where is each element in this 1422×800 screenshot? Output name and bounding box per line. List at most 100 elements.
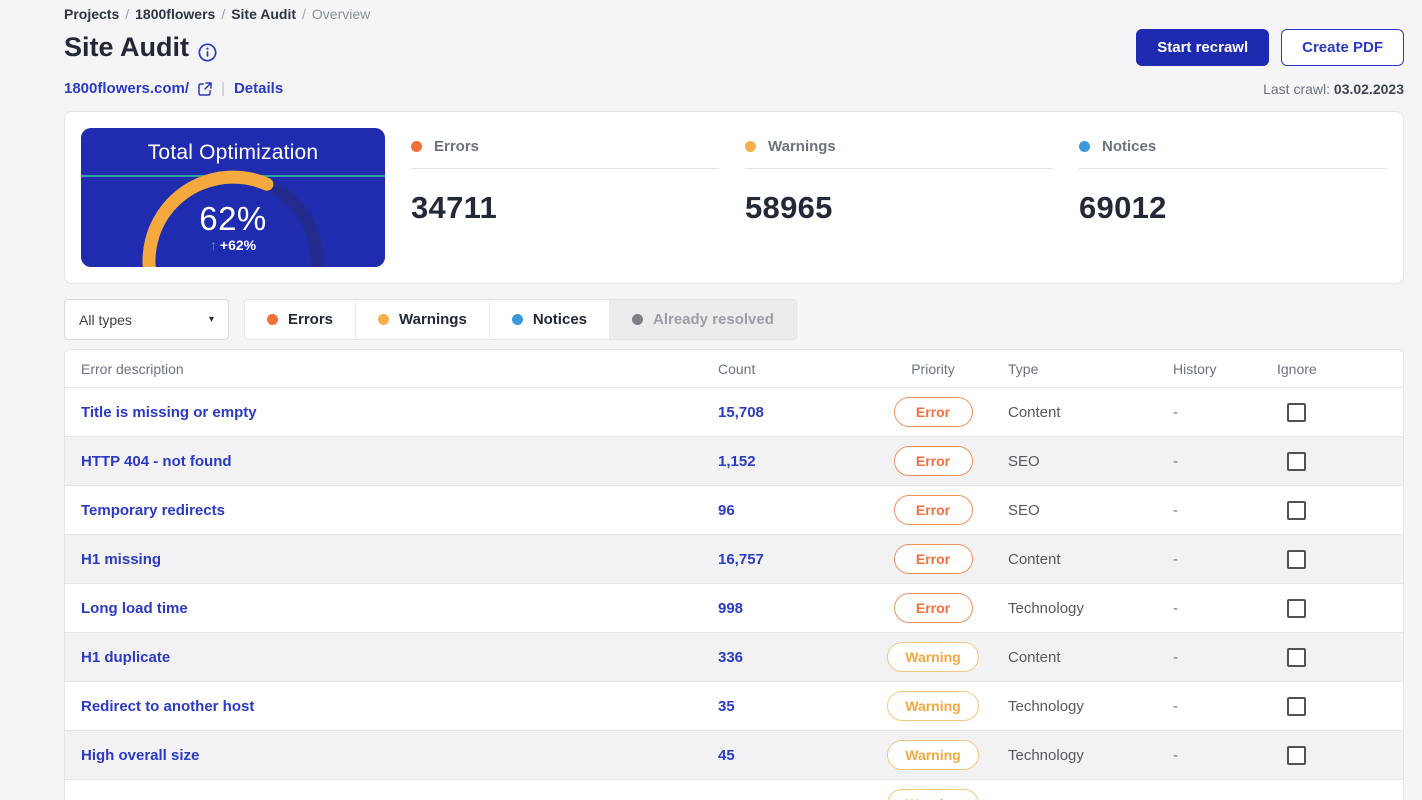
stat-errors: Errors 34711 (411, 128, 719, 267)
count-link[interactable]: 1,152 (718, 452, 756, 470)
count-link[interactable]: 998 (718, 599, 744, 617)
toggle-label: Warnings (399, 311, 467, 328)
external-link-icon[interactable] (198, 81, 212, 96)
domain-link[interactable]: 1800flowers.com/ (64, 80, 190, 97)
count-link[interactable]: 15,708 (718, 403, 764, 421)
type-cell: SEO (1008, 501, 1040, 519)
divider (411, 168, 719, 169)
priority-badge: Error (893, 397, 973, 427)
gauge-arc (142, 170, 324, 267)
info-icon[interactable] (198, 38, 217, 62)
ignore-checkbox[interactable] (1287, 598, 1306, 618)
breadcrumb-link-project[interactable]: 1800flowers (135, 6, 216, 22)
table-row: Temporary redirects 96 Error SEO - (65, 486, 1403, 535)
type-cell: Content (1008, 403, 1061, 421)
history-cell: - (1173, 501, 1178, 519)
column-header-ignore[interactable]: Ignore (1277, 360, 1317, 377)
toggle-label: Already resolved (653, 311, 774, 328)
ignore-checkbox[interactable] (1287, 647, 1306, 667)
type-cell: Technology (1008, 697, 1084, 715)
stat-value: 34711 (411, 190, 497, 225)
details-link[interactable]: Details (233, 80, 284, 97)
stat-warnings: Warnings 58965 (745, 128, 1053, 267)
column-header-error-description[interactable]: Error description (81, 360, 184, 377)
column-header-count[interactable]: Count (718, 360, 756, 377)
ignore-checkbox[interactable] (1287, 745, 1306, 765)
type-filter-value: All types (79, 311, 132, 328)
error-description-link[interactable]: H1 missing (81, 550, 162, 568)
page-title-text: Site Audit (64, 32, 189, 62)
priority-badge: Error (893, 593, 973, 623)
divider (745, 168, 1053, 169)
issues-table: Error description Count Priority Type Hi… (64, 349, 1404, 800)
priority-badge: Error (893, 446, 973, 476)
type-filter-dropdown[interactable]: All types ▾ (64, 299, 229, 340)
error-description-link[interactable]: HTTP 404 - not found (81, 452, 232, 470)
column-header-priority[interactable]: Priority (911, 360, 955, 377)
gauge-delta: ↑ +62% (81, 237, 385, 253)
last-crawl-label: Last crawl: (1263, 80, 1331, 97)
table-row: Long load time 998 Error Technology - (65, 584, 1403, 633)
priority-badge: Error (893, 495, 973, 525)
error-description-link[interactable]: Title is missing or empty (81, 403, 257, 421)
page-title: Site Audit (64, 32, 217, 63)
gauge-value: 62% (199, 200, 267, 237)
breadcrumb-current: Overview (311, 6, 371, 22)
error-description-link[interactable]: Redirect to another host (81, 697, 255, 715)
last-crawl: Last crawl: 03.02.2023 (1263, 81, 1404, 97)
history-cell: - (1173, 550, 1178, 568)
stat-label: Notices (1102, 138, 1157, 155)
gauge-delta-value: +62% (219, 237, 257, 253)
ignore-checkbox[interactable] (1287, 549, 1306, 569)
toggle-notices[interactable]: Notices (489, 300, 610, 339)
toggle-already-resolved[interactable]: Already resolved (610, 300, 796, 339)
count-link[interactable]: 35 (718, 697, 735, 715)
error-description-link[interactable]: Temporary redirects (81, 501, 225, 519)
breadcrumb-link-site-audit[interactable]: Site Audit (231, 6, 297, 22)
history-cell: - (1173, 697, 1178, 715)
priority-badge: Warning (887, 789, 979, 800)
toggle-errors[interactable]: Errors (245, 300, 357, 339)
toggle-label: Notices (532, 311, 587, 328)
last-crawl-date: 03.02.2023 (1333, 80, 1404, 97)
table-row: Redirect to another host 35 Warning Technol… (65, 682, 1403, 731)
notices-dot-icon (1079, 141, 1090, 152)
priority-badge: Warning (887, 642, 979, 672)
error-description-link[interactable]: H1 duplicate (81, 648, 171, 666)
count-link[interactable]: 16,757 (718, 550, 764, 568)
column-header-history[interactable]: History (1173, 360, 1217, 377)
toggle-dot-icon (267, 314, 278, 325)
error-description-link[interactable]: High overall size (81, 746, 200, 764)
table-body: Title is missing or empty 15,708 Error Cont… (65, 388, 1403, 800)
create-pdf-button[interactable]: Create PDF (1281, 29, 1404, 66)
priority-badge: Warning (887, 691, 979, 721)
table-row: H1 duplicate 336 Warning Content - (65, 633, 1403, 682)
gauge-title: Total Optimization (147, 141, 319, 164)
table-row: High overall size 45 Warning Technology - (65, 731, 1403, 780)
summary-card: Total Optimization 62% ↑ +62% Errors 3471… (64, 111, 1404, 284)
error-description-link[interactable]: Long load time (81, 599, 188, 617)
ignore-checkbox[interactable] (1287, 696, 1306, 716)
breadcrumb-separator: / (302, 6, 306, 22)
count-link[interactable]: 96 (718, 501, 735, 519)
ignore-checkbox[interactable] (1287, 500, 1306, 520)
toggle-warnings[interactable]: Warnings (356, 300, 490, 339)
start-recrawl-button[interactable]: Start recrawl (1136, 29, 1270, 66)
type-cell: Content (1008, 550, 1061, 568)
chevron-down-icon: ▾ (208, 314, 214, 325)
stat-value: 69012 (1079, 190, 1167, 225)
count-link[interactable]: 336 (718, 648, 744, 666)
priority-badge: Warning (887, 740, 979, 770)
table-row: Warning (65, 780, 1403, 800)
history-cell: - (1173, 403, 1178, 421)
column-header-type[interactable]: Type (1008, 360, 1039, 377)
ignore-checkbox[interactable] (1287, 451, 1306, 471)
type-cell: Technology (1008, 599, 1084, 617)
count-link[interactable]: 45 (718, 746, 735, 764)
type-cell: Technology (1008, 746, 1084, 764)
history-cell: - (1173, 599, 1178, 617)
breadcrumb-link-projects[interactable]: Projects (64, 6, 120, 22)
severity-toggle-group: Errors Warnings Notices Already resolved (244, 299, 797, 340)
toggle-dot-icon (378, 314, 390, 325)
ignore-checkbox[interactable] (1287, 402, 1306, 422)
